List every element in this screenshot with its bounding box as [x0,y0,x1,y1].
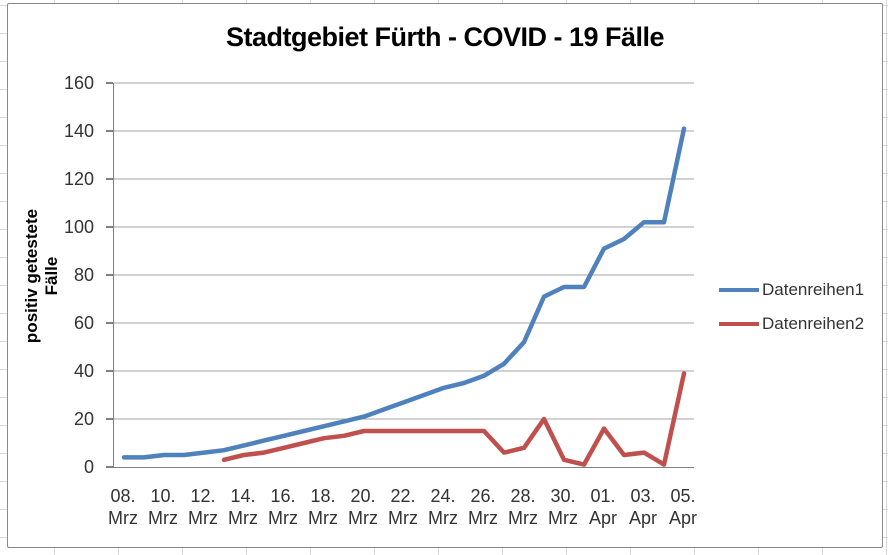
x-tick-label-month: Apr [668,508,697,528]
y-tick-mark [106,466,113,468]
x-tick-label: 05. Apr [651,485,715,529]
x-tick-label-month: Mrz [268,508,298,528]
y-tick-label: 160 [63,73,94,93]
x-tick-label-day: 14. [230,486,256,506]
x-tick-label-day: 20. [350,486,376,506]
y-tick-mark [106,322,113,324]
x-tick-label-day: 03. [630,486,656,506]
x-tick-label-month: Mrz [228,508,258,528]
x-tick-label: 20. Mrz [331,485,395,529]
x-tick-label: 16. Mrz [251,485,315,529]
x-tick-label-day: 24. [430,486,456,506]
x-tick-label: 12. Mrz [171,485,235,529]
plot-area [113,82,694,468]
x-tick-label: 26. Mrz [451,485,515,529]
x-tick-label-day: 30. [550,486,576,506]
x-tick-label-day: 18. [310,486,336,506]
x-tick-label-month: Mrz [188,508,218,528]
x-tick-label-month: Mrz [548,508,578,528]
chart-title: Stadtgebiet Fürth - COVID - 19 Fälle [225,22,665,52]
y-tick-label: 0 [83,457,94,477]
x-tick-label: 22. Mrz [371,485,435,529]
y-tick-label: 40 [73,361,94,381]
legend-item-datenreihen1: Datenreihen1 [719,280,864,300]
chart-area: Stadtgebiet Fürth - COVID - 19 Fälle pos… [7,3,883,548]
y-tick-mark [106,370,113,372]
legend-item-datenreihen2: Datenreihen2 [719,314,864,334]
x-tick-label-day: 05. [670,486,696,506]
legend-label-datenreihen2: Datenreihen2 [762,314,865,333]
y-tick-mark [106,82,113,84]
y-tick-mark [106,418,113,420]
y-tick-mark [106,274,113,276]
x-tick-label-day: 28. [510,486,536,506]
x-tick-label: 18. Mrz [291,485,355,529]
series-line-datenreihen1 [121,126,687,460]
x-tick-label-day: 01. [590,486,616,506]
x-tick-label: 24. Mrz [411,485,475,529]
y-tick-label: 20 [73,409,94,429]
x-tick-label-month: Apr [588,508,617,528]
y-tick-label: 120 [63,169,94,189]
series-line-datenreihen2 [221,371,687,467]
y-tick-mark [106,178,113,180]
x-tick-label: 08. Mrz [91,485,155,529]
x-tick-label-day: 08. [110,486,136,506]
x-tick-label-day: 16. [270,486,296,506]
x-tick-label-month: Mrz [428,508,458,528]
x-tick-label-month: Mrz [308,508,338,528]
x-tick-label-month: Mrz [468,508,498,528]
y-tick-mark [106,226,113,228]
x-tick-label-month: Mrz [348,508,378,528]
x-tick-label-day: 22. [390,486,416,506]
x-tick-label: 01. Apr [571,485,635,529]
y-tick-label: 60 [73,313,94,333]
y-tick-label: 80 [73,265,94,285]
legend-swatch-datenreihen1 [719,288,759,292]
x-tick-label: 28. Mrz [491,485,555,529]
legend: Datenreihen1 Datenreihen2 [719,280,864,348]
y-tick-label: 140 [63,121,94,141]
x-tick-label-month: Apr [628,508,657,528]
series-lines-canvas [114,82,694,467]
x-tick-label-month: Mrz [148,508,178,528]
x-tick-label: 14. Mrz [211,485,275,529]
legend-swatch-datenreihen2 [719,322,759,326]
x-tick-label-month: Mrz [388,508,418,528]
x-tick-label: 10. Mrz [131,485,195,529]
x-tick-label-day: 12. [190,486,216,506]
x-tick-label-month: Mrz [508,508,538,528]
x-tick-label-month: Mrz [108,508,138,528]
y-tick-mark [106,130,113,132]
legend-label-datenreihen1: Datenreihen1 [762,280,865,299]
x-tick-label-day: 10. [150,486,176,506]
x-tick-label: 03. Apr [611,485,675,529]
x-tick-label: 30. Mrz [531,485,595,529]
x-tick-label-day: 26. [470,486,496,506]
y-tick-label: 100 [63,217,94,237]
